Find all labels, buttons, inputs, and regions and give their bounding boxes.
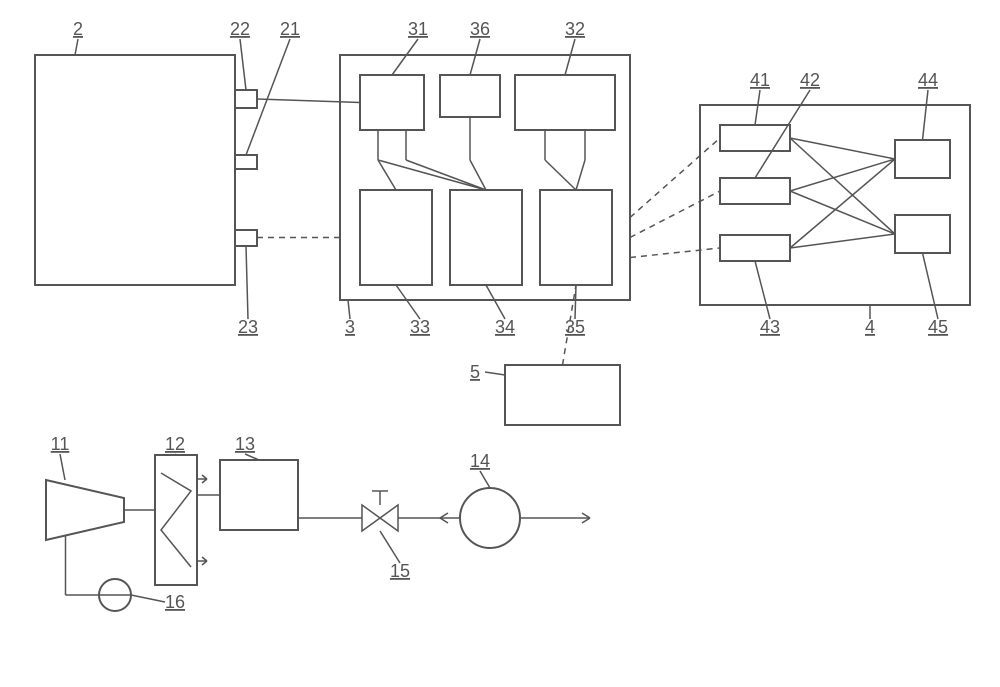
conn-3-42 [630,191,720,238]
leader-45 [923,253,939,319]
label-35: 35 [565,317,585,337]
component-11 [46,480,124,540]
box-31 [360,75,424,130]
connector [790,191,895,234]
label-36: 36 [470,19,490,39]
box-44 [895,140,950,178]
leader-31 [392,39,418,75]
label-3: 3 [345,317,355,337]
box-36 [440,75,500,117]
diagram-canvas: 2345111213141516212223313233343536414243… [0,0,1000,687]
box-43 [720,235,790,261]
leader-41 [755,90,760,125]
leader-16 [131,595,165,602]
leader-15 [380,531,400,563]
leader-36 [470,39,480,75]
label-41: 41 [750,70,770,90]
label-2: 2 [73,19,83,39]
port-21 [235,155,257,169]
path [197,557,207,565]
label-14: 14 [470,451,490,471]
box-13 [220,460,298,530]
connector [545,160,576,190]
box-32 [515,75,615,130]
label-33: 33 [410,317,430,337]
leader-21 [246,39,290,155]
label-22: 22 [230,19,250,39]
conn-3-41 [630,138,720,218]
leader-32 [565,39,575,75]
label-15: 15 [390,561,410,581]
valve-15 [362,505,398,531]
hx-zigzag [161,473,191,567]
block-2 [35,55,235,285]
box-42 [720,178,790,204]
label-13: 13 [235,434,255,454]
label-5: 5 [470,362,480,382]
pump-14 [460,488,520,548]
connector [378,160,486,190]
path [197,475,207,483]
leader-35 [575,285,576,319]
connector [790,159,895,248]
conn-3-43 [630,248,720,258]
port-22 [235,90,257,108]
label-45: 45 [928,317,948,337]
leader-43 [755,261,770,319]
label-34: 34 [495,317,515,337]
leader-33 [396,285,420,319]
label-31: 31 [408,19,428,39]
port-23 [235,230,257,246]
label-43: 43 [760,317,780,337]
label-32: 32 [565,19,585,39]
leader-2 [75,39,78,55]
label-4: 4 [865,317,875,337]
connector [790,138,895,159]
label-23: 23 [238,317,258,337]
leader-14 [480,471,490,488]
connector [790,234,895,248]
leader-22 [240,39,246,90]
leader-23 [246,246,248,319]
box-45 [895,215,950,253]
label-44: 44 [918,70,938,90]
block-3 [340,55,630,300]
box-34 [450,190,522,285]
label-16: 16 [165,592,185,612]
leader-44 [923,90,929,140]
box-35 [540,190,612,285]
conn-22-31 [257,99,360,103]
box-33 [360,190,432,285]
leader-42 [755,90,810,178]
leader-5 [485,372,505,375]
leader-12 [175,454,176,455]
block-5 [505,365,620,425]
label-21: 21 [280,19,300,39]
leader-34 [486,285,505,319]
connector [406,160,486,190]
label-42: 42 [800,70,820,90]
label-12: 12 [165,434,185,454]
label-11: 11 [51,434,70,454]
connector [576,160,585,190]
leader-11 [60,454,65,480]
